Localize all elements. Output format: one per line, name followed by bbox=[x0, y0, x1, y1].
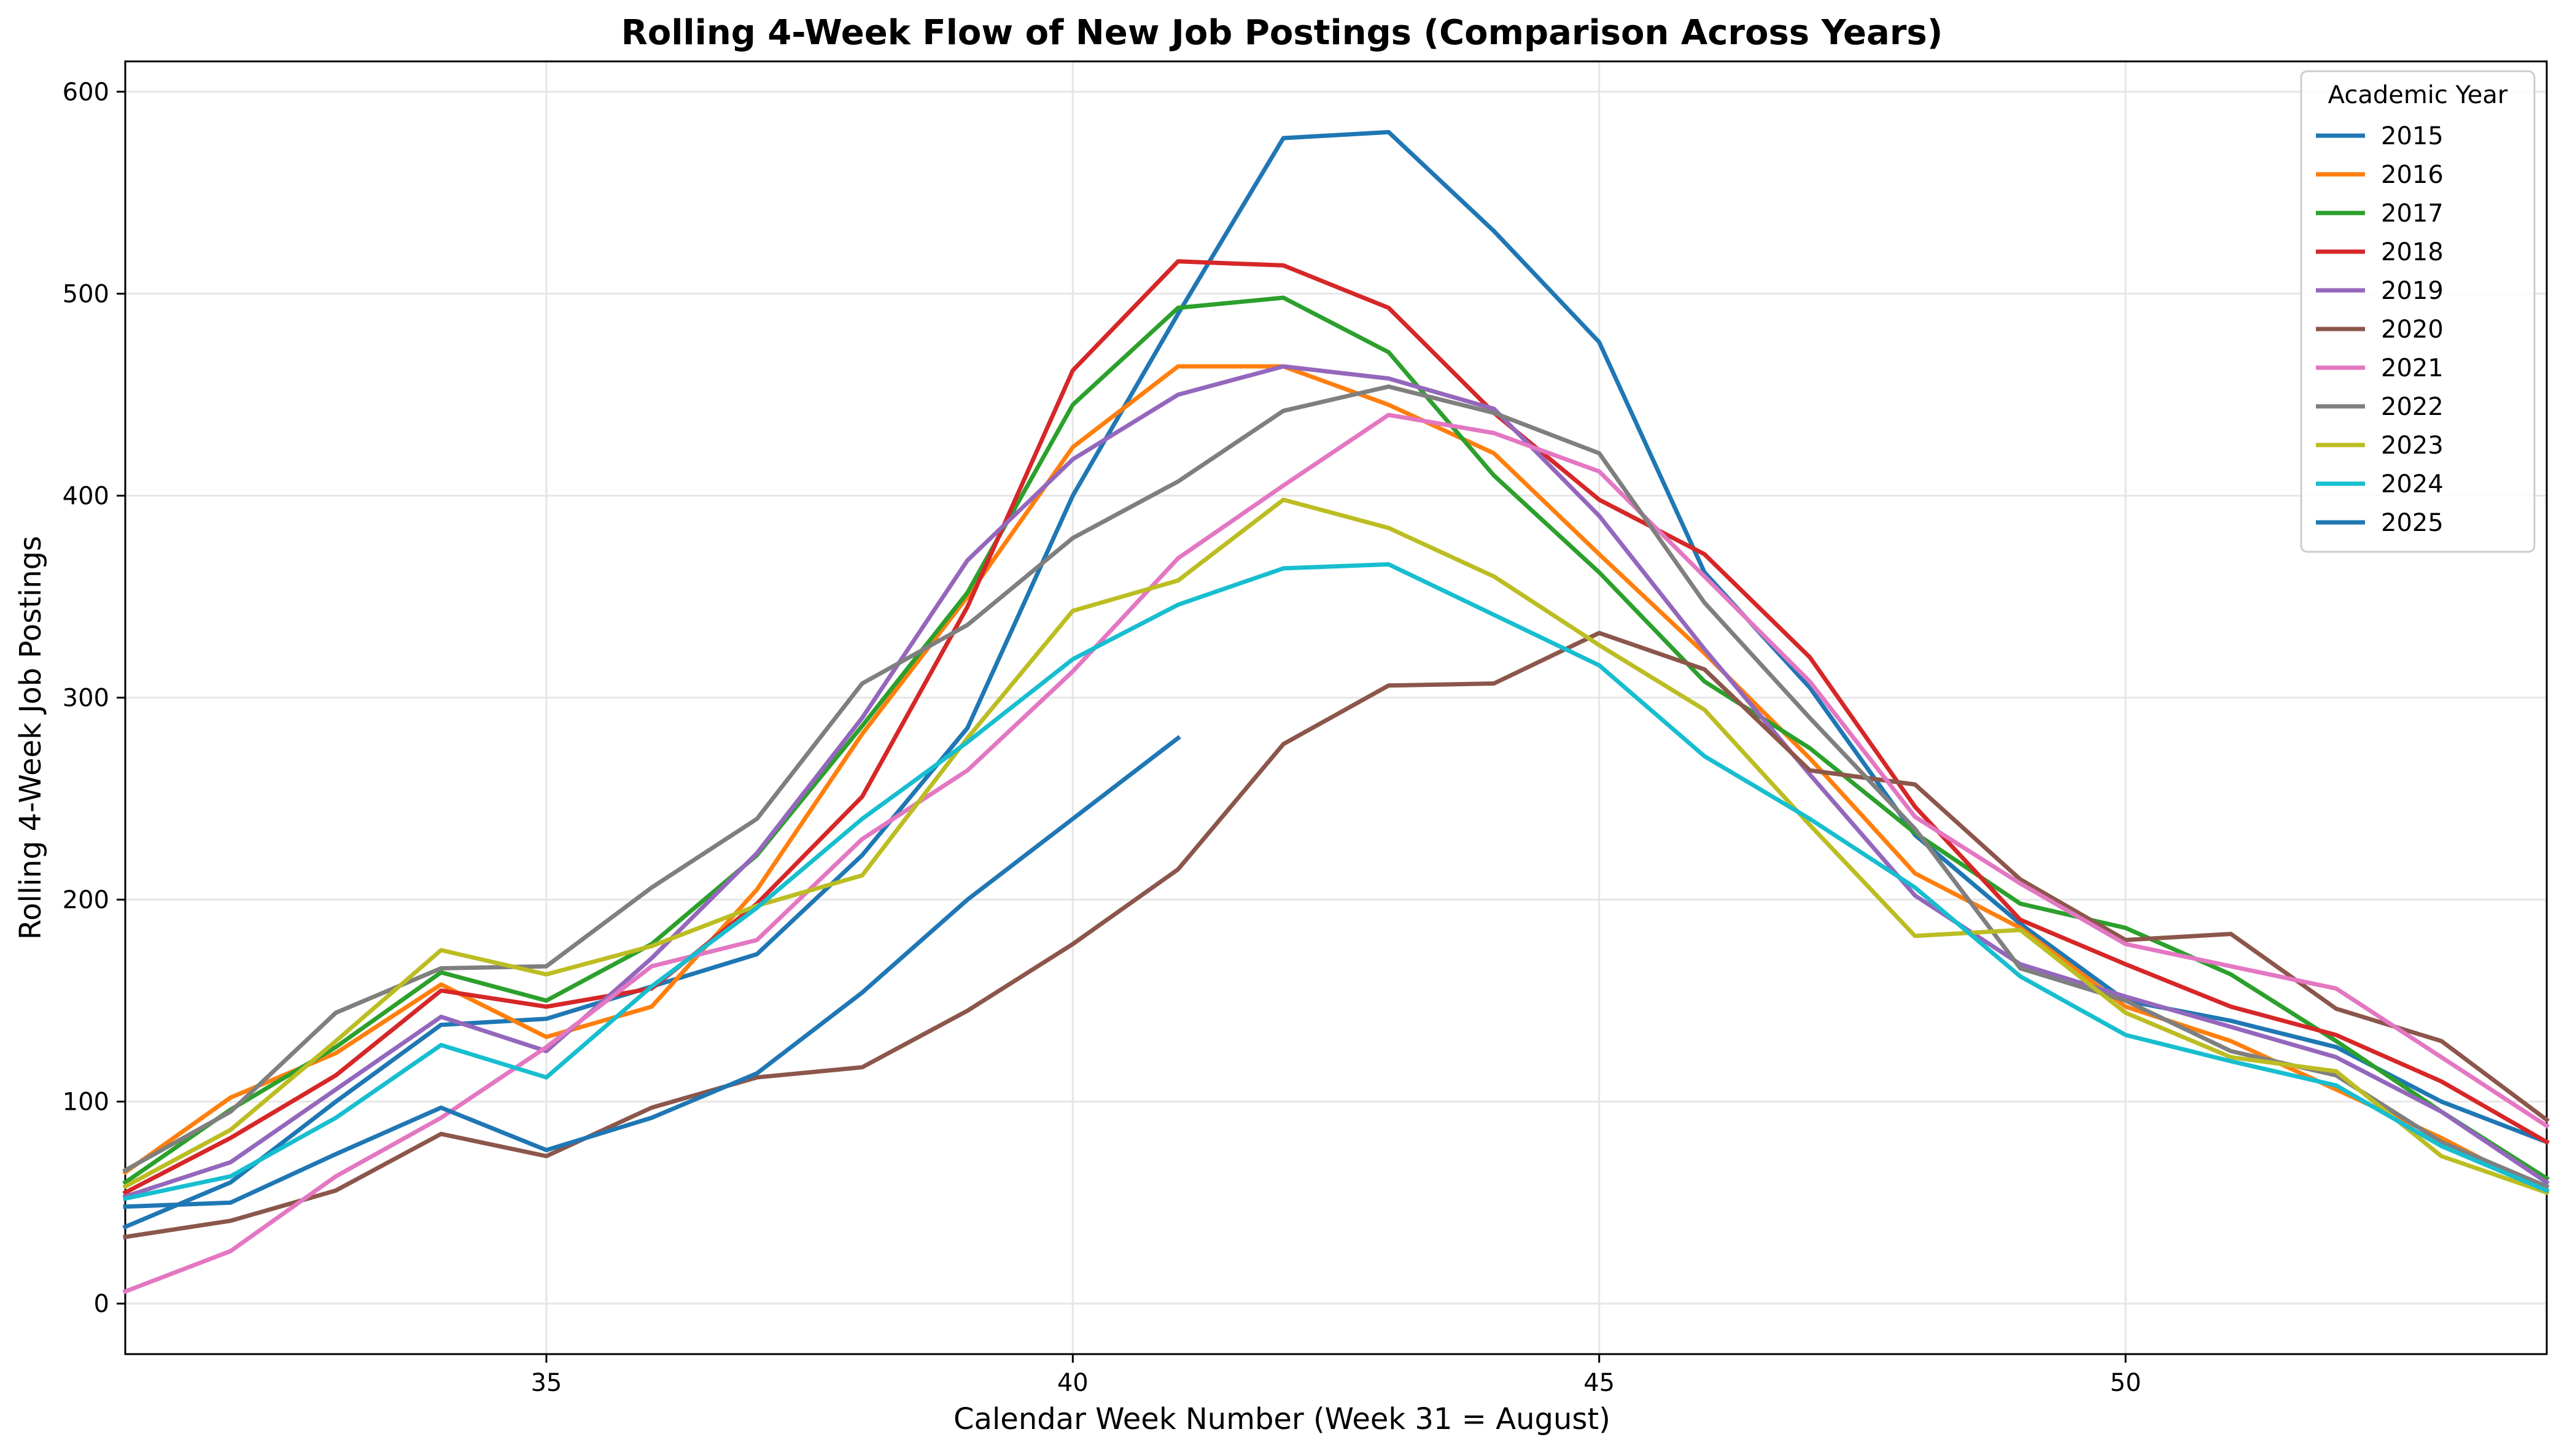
y-axis-label: Rolling 4-Week Job Postings bbox=[14, 536, 48, 940]
series-line-2016 bbox=[122, 364, 2550, 1196]
y-tick-label: 100 bbox=[63, 1088, 109, 1117]
legend-label: 2019 bbox=[2381, 277, 2444, 305]
x-tick-label: 40 bbox=[1057, 1369, 1089, 1397]
legend: Academic Year 2015 2016 2017 2018 2019 2020 202… bbox=[2300, 70, 2536, 553]
legend-title: Academic Year bbox=[2328, 81, 2508, 109]
y-tick-label: 200 bbox=[63, 886, 109, 915]
series-line-2021 bbox=[122, 412, 2550, 1295]
legend-box bbox=[2300, 70, 2536, 553]
y-tick-label: 400 bbox=[63, 482, 109, 510]
x-axis-label: Calendar Week Number (Week 31 = August) bbox=[953, 1402, 1610, 1436]
legend-label: 2018 bbox=[2381, 238, 2444, 266]
legend-label: 2023 bbox=[2381, 432, 2444, 460]
y-tick-label: 0 bbox=[94, 1290, 109, 1319]
x-tick-label: 35 bbox=[530, 1369, 562, 1397]
legend-label: 2020 bbox=[2381, 316, 2444, 344]
legend-label: 2015 bbox=[2381, 122, 2444, 150]
series-line-2023 bbox=[122, 497, 2550, 1196]
legend-label: 2025 bbox=[2381, 509, 2444, 537]
legend-label: 2021 bbox=[2381, 354, 2444, 382]
chart-title: Rolling 4-Week Flow of New Job Postings … bbox=[621, 13, 1943, 53]
series-line-2018 bbox=[122, 259, 2550, 1196]
series-line-2015 bbox=[122, 130, 2550, 1230]
x-tick-label: 50 bbox=[2110, 1369, 2142, 1397]
y-tick-label: 300 bbox=[63, 684, 109, 713]
series-line-2020 bbox=[123, 630, 2550, 1240]
series-line-2017 bbox=[122, 295, 2550, 1186]
series-line-2022 bbox=[122, 384, 2550, 1190]
series-line-2024 bbox=[122, 562, 2550, 1201]
y-tick-label: 600 bbox=[63, 78, 109, 106]
legend-label: 2017 bbox=[2381, 199, 2444, 228]
series-line-2025 bbox=[123, 735, 1181, 1209]
x-tick-label: 45 bbox=[1583, 1369, 1615, 1397]
legend-label: 2024 bbox=[2381, 470, 2444, 498]
legend-label: 2022 bbox=[2381, 393, 2444, 421]
legend-label: 2016 bbox=[2381, 161, 2444, 189]
series-line-2019 bbox=[122, 364, 2550, 1199]
plot-area-frame bbox=[124, 60, 2548, 1355]
y-tick-label: 500 bbox=[63, 280, 109, 308]
